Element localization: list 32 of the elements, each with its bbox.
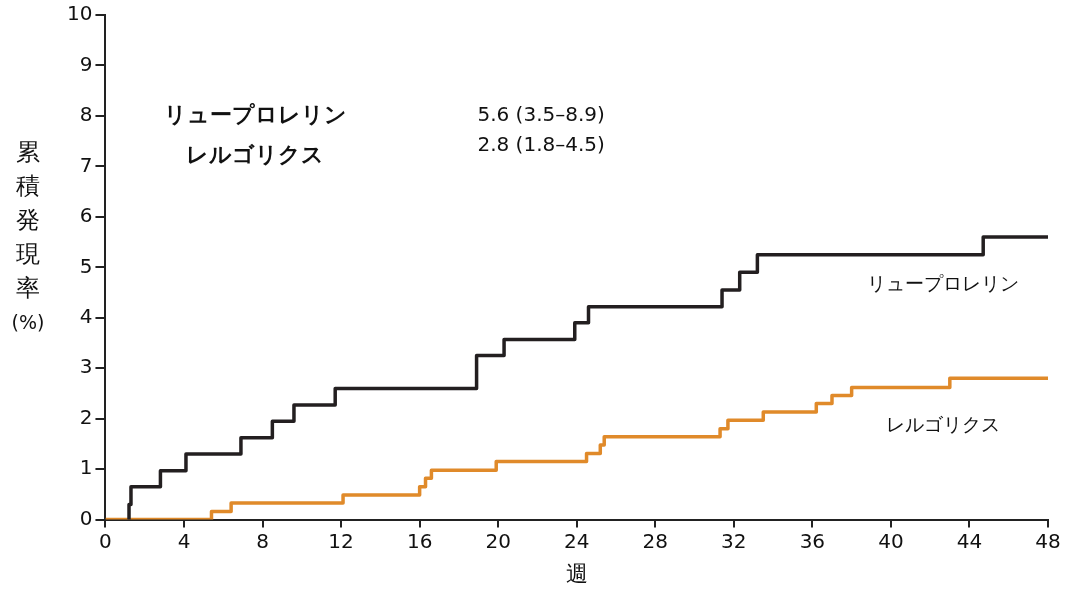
x-axis-title: 週 bbox=[565, 560, 588, 586]
x-tick-label: 16 bbox=[406, 528, 433, 553]
x-tick-label: 36 bbox=[799, 528, 826, 553]
x-tick-label: 0 bbox=[99, 528, 112, 553]
y-tick-label: 0 bbox=[79, 505, 93, 530]
x-tick-label: 40 bbox=[878, 528, 904, 553]
y-tick-label: 4 bbox=[79, 303, 93, 328]
y-axis-title: 累積発現率 (%) bbox=[10, 137, 46, 335]
y-tick-label: 6 bbox=[79, 203, 93, 228]
y-tick-label: 10 bbox=[67, 1, 93, 26]
x-tick-label: 12 bbox=[328, 528, 354, 553]
x-tick-label: 4 bbox=[177, 528, 191, 553]
annotation: 2.8 (1.8–4.5) bbox=[477, 132, 605, 157]
annotation: リュープロレリン bbox=[163, 101, 347, 127]
x-tick-label: 44 bbox=[956, 528, 983, 553]
y-tick-label: 8 bbox=[79, 102, 93, 127]
y-tick-label: 5 bbox=[79, 253, 93, 278]
annotation: 5.6 (3.5–8.9) bbox=[477, 102, 605, 127]
x-tick-label: 28 bbox=[642, 528, 668, 553]
series-label: レルゴリクス bbox=[886, 413, 1000, 436]
y-tick-label: 2 bbox=[79, 404, 93, 429]
annotation: レルゴリクス bbox=[186, 141, 325, 167]
x-tick-label: 32 bbox=[721, 528, 747, 553]
x-tick-label: 48 bbox=[1035, 528, 1061, 553]
series-label: リュープロレリン bbox=[867, 271, 1019, 294]
x-tick-label: 24 bbox=[564, 528, 590, 553]
y-tick-label: 1 bbox=[79, 455, 93, 480]
y-tick-label: 7 bbox=[79, 152, 93, 177]
y-tick-label: 3 bbox=[79, 354, 93, 379]
y-tick-label: 9 bbox=[79, 51, 93, 76]
x-tick-label: 20 bbox=[485, 528, 511, 553]
x-tick-label: 8 bbox=[256, 528, 269, 553]
